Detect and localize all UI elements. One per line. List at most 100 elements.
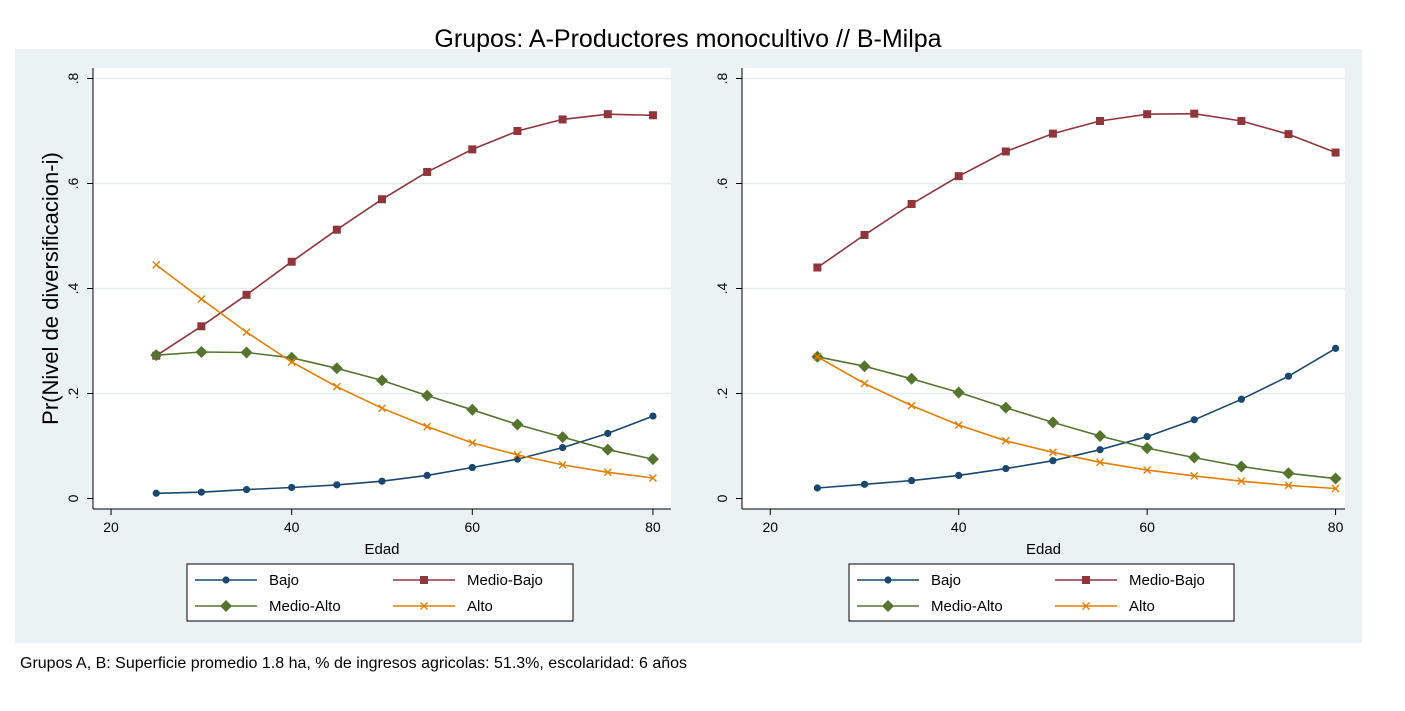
data-point-medio-bajo — [1190, 109, 1199, 118]
data-point-bajo — [1331, 344, 1340, 352]
legend-label-medio-alto: Medio-Alto — [931, 598, 1003, 615]
data-point-alto — [332, 382, 341, 391]
data-point-alto — [1331, 484, 1340, 493]
legend-marker-bajo — [884, 576, 892, 584]
data-point-bajo — [860, 480, 869, 488]
data-point-medio-bajo — [332, 225, 341, 234]
data-point-medio-bajo — [1048, 129, 1057, 138]
legend-marker-medio-bajo — [1082, 576, 1090, 584]
legend-box — [186, 563, 574, 622]
data-point-medio-alto — [952, 386, 965, 399]
figure-title: Grupos: A-Productores monocultivo // B-M… — [434, 25, 941, 53]
legend-box — [848, 563, 1235, 622]
data-point-medio-bajo — [468, 145, 477, 154]
data-point-medio-alto — [1235, 460, 1248, 473]
data-point-bajo — [423, 471, 431, 479]
data-point-medio-alto — [556, 431, 569, 444]
data-point-medio-bajo — [1284, 130, 1293, 139]
data-point-medio-alto — [601, 443, 614, 456]
data-point-medio-bajo — [860, 230, 869, 239]
y-tick-label: .8 — [65, 72, 81, 84]
data-point-bajo — [197, 488, 205, 496]
figure-note: Grupos A, B: Superficie promedio 1.8 ha,… — [20, 655, 687, 672]
data-point-medio-bajo — [1143, 110, 1152, 119]
data-point-medio-alto — [240, 346, 253, 359]
series-line-medio-bajo — [816, 112, 1336, 269]
data-point-alto — [1096, 458, 1105, 467]
y-tick-label: .2 — [714, 387, 730, 399]
data-point-medio-bajo — [603, 110, 612, 119]
data-point-alto — [1143, 466, 1152, 475]
y-axis-title: Pr(Nivel de diversificacion-i) — [38, 152, 63, 425]
data-point-medio-bajo — [287, 257, 296, 266]
data-point-bajo — [1096, 446, 1104, 454]
data-point-medio-alto — [1188, 451, 1201, 464]
series-line-alto — [155, 264, 654, 479]
data-point-alto — [1048, 448, 1057, 457]
legend-marker-medio-alto — [882, 600, 894, 612]
data-point-bajo — [378, 477, 386, 485]
data-point-medio-alto — [1094, 430, 1107, 443]
legend-marker-medio-bajo — [420, 576, 428, 584]
series-line-medio-bajo — [155, 113, 653, 357]
data-point-medio-bajo — [954, 172, 963, 181]
data-point-alto — [287, 358, 296, 366]
data-point-bajo — [152, 489, 160, 497]
x-tick-label: 20 — [762, 519, 778, 535]
data-point-bajo — [907, 477, 916, 485]
data-point-medio-alto — [421, 389, 434, 402]
data-point-medio-bajo — [1331, 148, 1340, 157]
x-tick-label: 60 — [465, 519, 481, 535]
data-point-medio-bajo — [242, 290, 251, 299]
data-point-alto — [378, 404, 386, 413]
data-point-medio-bajo — [558, 115, 567, 124]
data-point-medio-alto — [905, 372, 918, 385]
series-line-medio-alto — [156, 351, 654, 460]
data-point-alto — [197, 295, 206, 303]
x-tick-label: 40 — [951, 519, 967, 535]
legend-label-bajo: Bajo — [931, 572, 961, 589]
legend-label-medio-bajo: Medio-Bajo — [467, 572, 543, 589]
data-point-medio-alto — [1329, 472, 1342, 485]
data-point-bajo — [242, 485, 251, 494]
x-tick-label: 40 — [284, 519, 300, 535]
data-point-bajo — [1284, 372, 1293, 380]
legend-marker-alto — [1082, 602, 1090, 610]
data-point-medio-alto — [511, 418, 524, 431]
series-line-alto — [817, 356, 1336, 490]
series-line-bajo — [156, 415, 654, 495]
x-axis-title: Edad — [364, 541, 399, 558]
data-point-medio-alto — [646, 453, 659, 466]
data-point-bajo — [559, 443, 567, 452]
data-point-medio-alto — [1046, 416, 1059, 429]
y-tick-label: .8 — [714, 72, 730, 84]
data-point-medio-alto — [195, 346, 208, 359]
data-point-bajo — [1190, 416, 1198, 424]
data-point-medio-alto — [376, 374, 388, 387]
x-axis-title: Edad — [1026, 541, 1061, 558]
y-tick-label: .2 — [65, 387, 81, 399]
y-tick-label: .4 — [714, 282, 730, 294]
data-point-alto — [603, 468, 612, 477]
data-point-medio-bajo — [907, 199, 916, 208]
data-point-medio-bajo — [1001, 147, 1010, 156]
data-point-alto — [1001, 436, 1010, 445]
legend-label-alto: Alto — [467, 598, 493, 615]
x-tick-label: 20 — [103, 519, 119, 535]
y-tick-label: 0 — [714, 494, 730, 502]
series-line-bajo — [817, 347, 1337, 489]
data-point-bajo — [955, 471, 963, 479]
data-point-bajo — [1237, 395, 1245, 403]
legend-marker-bajo — [222, 576, 230, 584]
data-point-alto — [468, 438, 477, 447]
data-point-medio-alto — [1282, 467, 1295, 480]
data-point-medio-bajo — [513, 127, 522, 135]
data-point-alto — [860, 379, 869, 388]
data-point-medio-bajo — [197, 322, 206, 331]
data-point-bajo — [468, 463, 476, 472]
data-point-bajo — [813, 484, 821, 492]
data-point-medio-bajo — [423, 167, 432, 176]
legend-marker-medio-alto — [220, 600, 232, 612]
legend-label-bajo: Bajo — [269, 572, 299, 589]
